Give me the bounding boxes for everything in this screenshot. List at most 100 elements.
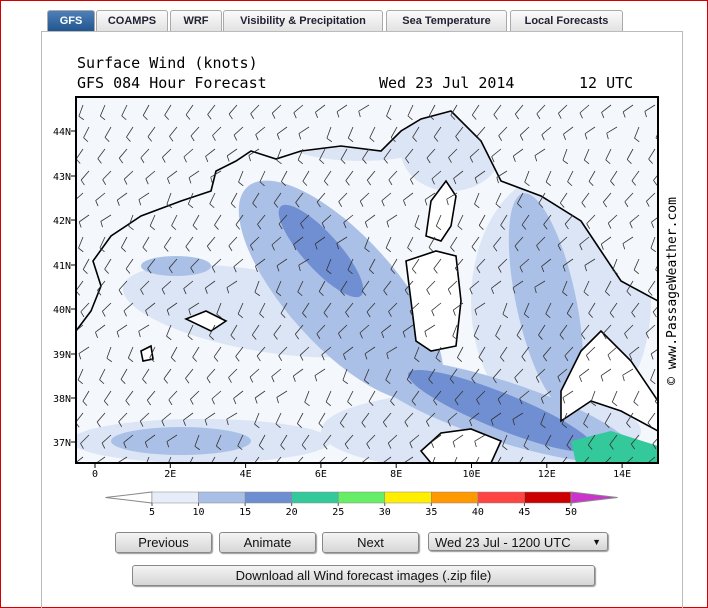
- barb: [449, 368, 458, 380]
- barb-flag: [645, 332, 650, 339]
- lon-label: 10E: [462, 469, 480, 480]
- barb-flag: [95, 200, 99, 207]
- previous-button[interactable]: Previous: [115, 532, 212, 553]
- barb: [629, 346, 640, 355]
- barb: [452, 324, 458, 337]
- barb-flag: [95, 332, 98, 338]
- barb-flag: [252, 202, 257, 208]
- barb-flag: [116, 199, 120, 206]
- barb: [454, 390, 464, 401]
- barb: [82, 390, 90, 402]
- barb: [435, 346, 442, 359]
- barb-flag: [161, 420, 165, 427]
- barb-flag: [83, 137, 89, 143]
- barb: [604, 412, 612, 424]
- barb-flag: [388, 179, 393, 186]
- barb: [123, 434, 134, 443]
- barb: [523, 434, 530, 447]
- barb-flag: [339, 422, 345, 428]
- barb: [161, 280, 172, 290]
- barb: [581, 324, 590, 335]
- barb-flag: [469, 156, 474, 163]
- barb: [652, 437, 658, 445]
- barb: [402, 324, 414, 333]
- barb-flag: [364, 353, 368, 360]
- barb-flag: [450, 115, 456, 120]
- tab[interactable]: Sea Temperature: [386, 10, 507, 31]
- barb: [368, 390, 376, 402]
- barb-flag: [233, 398, 237, 405]
- barb-flag: [278, 223, 283, 230]
- barb-flag: [192, 356, 197, 362]
- barb: [345, 302, 354, 313]
- barb: [566, 434, 574, 446]
- barb-flag: [297, 423, 302, 429]
- barb: [493, 236, 502, 247]
- barb-flag: [347, 401, 353, 407]
- barb: [625, 456, 634, 463]
- barb: [584, 258, 596, 266]
- barb: [519, 390, 530, 399]
- barb-flag: [557, 376, 561, 383]
- barb-flag: [347, 269, 353, 275]
- barb-flag: [495, 203, 501, 209]
- tab[interactable]: COAMPS: [96, 10, 168, 31]
- barb-flag: [280, 444, 285, 450]
- barb: [206, 368, 216, 379]
- barb-flag: [383, 158, 388, 164]
- barb: [83, 126, 90, 138]
- barb-flag: [166, 203, 173, 209]
- barb-flag: [545, 313, 551, 319]
- barb-flag: [559, 202, 565, 208]
- barb-flag: [170, 357, 176, 362]
- barb: [339, 412, 348, 424]
- barb-flag: [404, 289, 409, 296]
- barb-flag: [259, 313, 265, 319]
- barb-flag: [120, 379, 126, 384]
- barb-flag: [543, 224, 548, 230]
- barb-flag: [631, 312, 636, 318]
- barb-flag: [385, 247, 392, 253]
- barb: [149, 214, 156, 227]
- tab[interactable]: WRF: [170, 10, 222, 31]
- barb-flag: [383, 290, 388, 296]
- animate-button[interactable]: Animate: [219, 532, 316, 553]
- barb: [366, 170, 376, 181]
- barb: [249, 368, 260, 378]
- barb: [147, 258, 156, 269]
- barb-flag: [80, 443, 84, 449]
- barb: [516, 324, 524, 336]
- barb-flag: [514, 245, 519, 252]
- barb: [185, 368, 194, 379]
- barb-flag: [403, 200, 406, 206]
- barb-flag: [321, 354, 325, 361]
- barb: [512, 412, 524, 420]
- download-button[interactable]: Download all Wind forecast images (.zip …: [132, 565, 595, 586]
- barb: [491, 280, 502, 289]
- barb: [655, 264, 658, 270]
- barb-flag: [626, 159, 632, 164]
- tab[interactable]: GFS: [47, 10, 95, 31]
- barb: [210, 170, 222, 178]
- lat-label: 44N: [53, 127, 71, 138]
- barb-flag: [564, 223, 569, 230]
- barb: [228, 236, 238, 247]
- barb-flag: [318, 423, 324, 428]
- barb: [147, 126, 156, 137]
- barb: [118, 412, 128, 422]
- next-button[interactable]: Next: [322, 532, 419, 553]
- barb-flag: [183, 156, 187, 163]
- date-select[interactable]: Wed 23 Jul - 1200 UTC ▼: [428, 532, 608, 551]
- barb-flag: [96, 421, 101, 428]
- barb: [358, 104, 370, 112]
- barb: [211, 390, 222, 400]
- barb: [385, 368, 392, 380]
- barb-flag: [424, 199, 428, 206]
- barb: [610, 170, 618, 182]
- barb: [280, 434, 288, 446]
- barb-flag: [345, 180, 350, 186]
- barb-flag: [99, 247, 105, 253]
- tab[interactable]: Visibility & Precipitation: [223, 10, 383, 31]
- tab[interactable]: Local Forecasts: [510, 10, 623, 31]
- barb: [228, 104, 238, 115]
